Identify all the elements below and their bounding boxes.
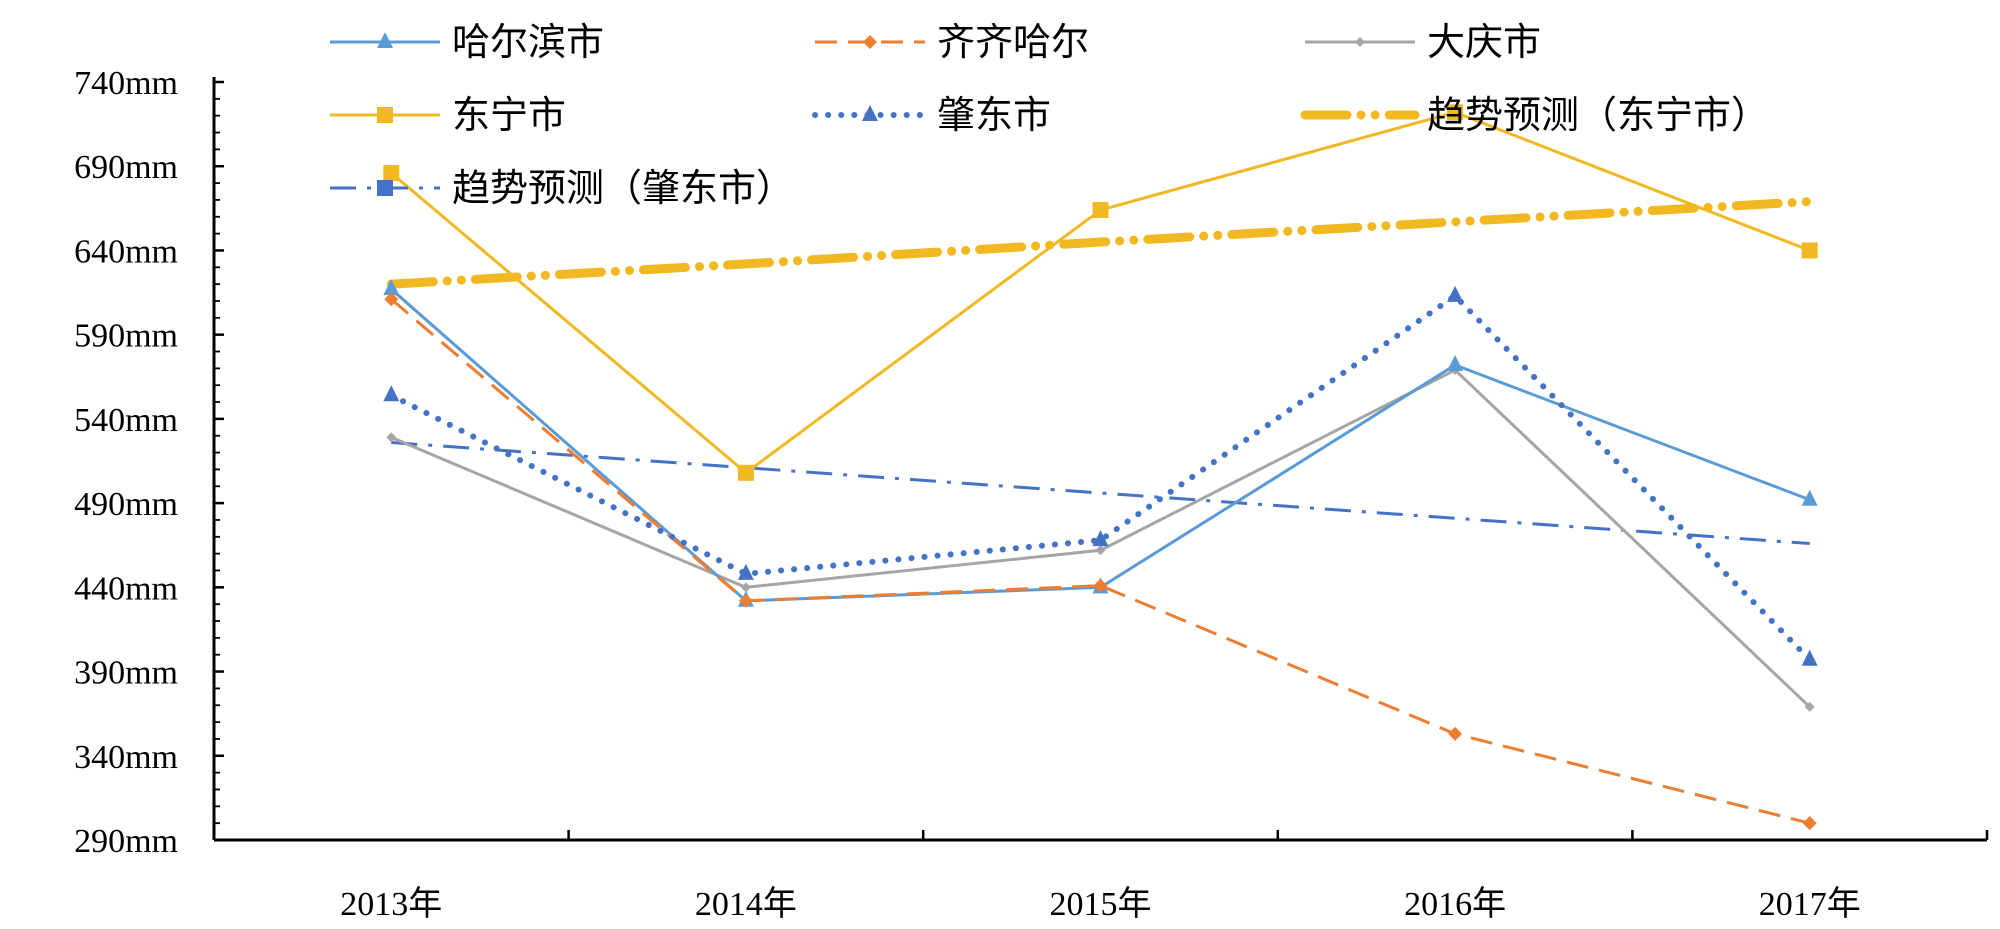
- y-tick-label: 290mm: [74, 823, 178, 860]
- legend-item-7: 趋势预测（肇东市）: [330, 168, 794, 210]
- x-tick-label: 2013年: [340, 885, 442, 923]
- y-tick-label: 390mm: [74, 655, 178, 692]
- data-point-4: [1092, 202, 1109, 219]
- series-layer: [383, 104, 1818, 831]
- data-point-4: [383, 164, 400, 181]
- x-tick-label: 2014年: [695, 885, 797, 923]
- series-line-5: [388, 292, 1813, 663]
- data-point-5: [383, 385, 400, 402]
- legend-item-2: 齐齐哈尔: [815, 22, 1089, 64]
- legend-item-4: 东宁市: [330, 95, 566, 137]
- data-point-1: [383, 279, 400, 296]
- x-tick-label: 2016年: [1404, 885, 1506, 923]
- legend-item-5: 肇东市: [812, 95, 1051, 137]
- legend-label-1: 哈尔滨市: [452, 22, 604, 64]
- data-point-4: [1447, 104, 1464, 121]
- legend-item-3: 大庆市: [1305, 22, 1541, 64]
- legend-marker-2: [863, 35, 877, 49]
- data-point-3: [386, 432, 397, 443]
- data-point-3: [1804, 701, 1815, 712]
- legend-label-2: 齐齐哈尔: [937, 22, 1089, 64]
- data-point-3: [740, 582, 751, 593]
- y-tick-label: 440mm: [74, 570, 178, 607]
- legend-marker-5: [862, 105, 878, 121]
- data-point-2: [1093, 578, 1108, 593]
- series-line-7: [391, 440, 1810, 546]
- legend-label-3: 大庆市: [1427, 22, 1541, 64]
- legend-label-5: 肇东市: [937, 95, 1051, 137]
- y-tick-label: 740mm: [74, 65, 178, 102]
- data-point-3: [1095, 545, 1106, 556]
- data-point-1: [1801, 489, 1818, 506]
- legend-marker-7: [377, 180, 393, 196]
- data-point-2: [384, 292, 399, 307]
- legend-item-1: 哈尔滨市: [330, 22, 604, 64]
- y-tick-label: 690mm: [74, 149, 178, 186]
- legend-marker-1: [377, 32, 393, 48]
- data-point-1: [1447, 354, 1464, 371]
- y-tick-label: 340mm: [74, 739, 178, 776]
- y-tick-label: 490mm: [74, 486, 178, 523]
- data-point-5: [1092, 530, 1109, 547]
- data-point-5: [1447, 285, 1464, 302]
- series-line-2: [390, 298, 1811, 825]
- y-tick-label: 540mm: [74, 402, 178, 439]
- legend-label-7: 趋势预测（肇东市）: [452, 168, 794, 210]
- series-line-6: [386, 197, 1815, 289]
- y-tick-label: 640mm: [74, 233, 178, 270]
- data-point-2: [1448, 726, 1463, 741]
- data-point-4: [1801, 242, 1818, 259]
- data-point-5: [1801, 649, 1818, 666]
- data-point-2: [738, 593, 753, 608]
- axes: 290mm 340mm 390mm 440mm 490mm 540mm 590mm 640mm…: [74, 65, 1989, 923]
- y-tick-label: 590mm: [74, 318, 178, 355]
- data-point-2: [1802, 816, 1817, 831]
- legend-marker-3: [1355, 37, 1365, 47]
- data-point-4: [737, 464, 754, 481]
- legend-marker-4: [377, 107, 393, 123]
- legend-label-4: 东宁市: [452, 95, 566, 137]
- legend-item-6: 趋势预测（东宁市）: [1300, 95, 1769, 137]
- x-tick-label: 2017年: [1759, 885, 1861, 923]
- x-tick-label: 2015年: [1050, 885, 1152, 923]
- legend-label-6: 趋势预测（东宁市）: [1427, 95, 1769, 137]
- data-point-5: [737, 563, 754, 580]
